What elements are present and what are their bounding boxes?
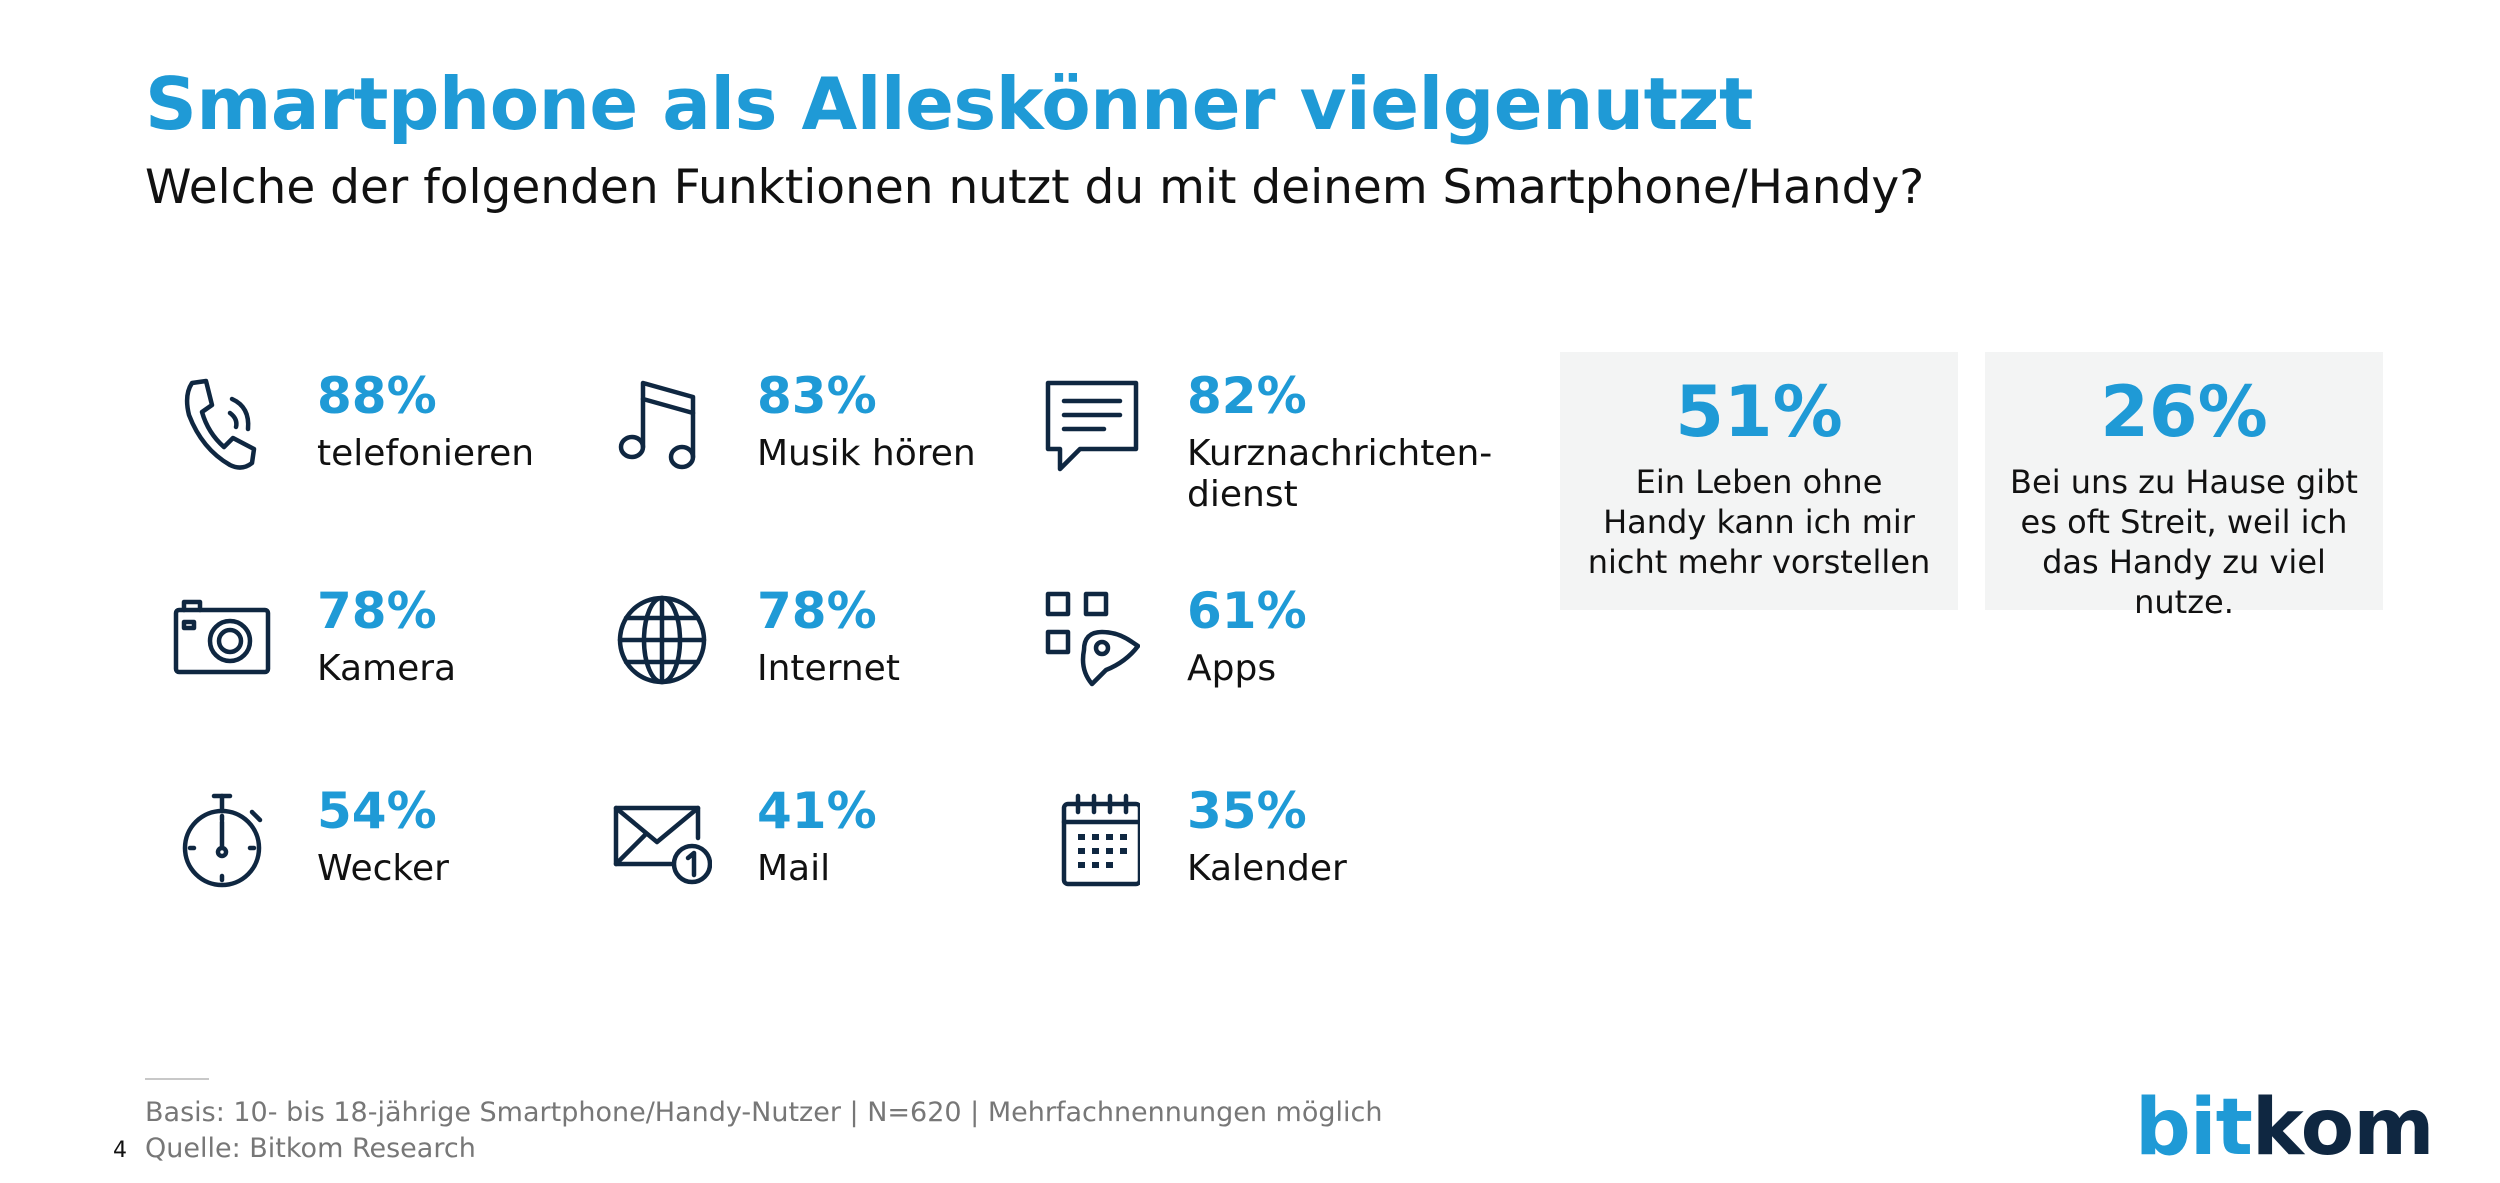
stopwatch-icon: [172, 790, 272, 890]
stat-label: Internet: [757, 648, 900, 689]
stat-value: 82%: [1187, 367, 1307, 425]
stat-telefonieren: 88% telefonieren: [172, 369, 612, 545]
highlight-value: 26%: [2100, 371, 2268, 453]
mail-icon: [612, 790, 712, 890]
stat-label: Wecker: [317, 848, 449, 889]
stat-value: 78%: [317, 582, 437, 640]
stat-musik: 83% Musik hören: [612, 369, 1052, 545]
calendar-icon: [1040, 790, 1140, 890]
stat-label: telefonieren: [317, 433, 535, 474]
stat-kamera: 78% Kamera: [172, 584, 612, 760]
stat-value: 41%: [757, 782, 877, 840]
stat-kurznachrichten: 82% Kurznachrichten-dienst: [1040, 369, 1492, 545]
highlight-value: 51%: [1675, 371, 1843, 453]
highlight-text: Bei uns zu Hause gibt es oft Streit, wei…: [2010, 463, 2358, 621]
stat-label: Kalender: [1187, 848, 1347, 889]
camera-icon: [172, 590, 272, 690]
stat-label: Kamera: [317, 648, 457, 689]
stat-mail: 41% Mail: [612, 784, 1052, 960]
page-subtitle: Welche der folgenden Funktionen nutzt du…: [145, 160, 1925, 215]
stat-label: Apps: [1187, 648, 1277, 689]
stat-internet: 78% Internet: [612, 584, 1052, 760]
footer-source: Quelle: Bitkom Research: [145, 1133, 476, 1164]
page-title: Smartphone als Alleskönner vielgenutzt: [145, 62, 1753, 146]
stat-label: Mail: [757, 848, 831, 889]
page-number: 4: [113, 1138, 127, 1163]
stat-apps: 61% Apps: [1040, 584, 1480, 760]
phone-icon: [172, 375, 272, 475]
highlight-text: Ein Leben ohne Handy kann ich mir nicht …: [1587, 463, 1931, 581]
logo-part-bit: bit: [2135, 1083, 2253, 1173]
stat-wecker: 54% Wecker: [172, 784, 612, 960]
stat-kalender: 35% Kalender: [1040, 784, 1480, 960]
logo-part-kom: kom: [2251, 1083, 2435, 1173]
stat-value: 83%: [757, 367, 877, 425]
globe-icon: [612, 590, 712, 690]
stat-label-text: Kurznachrichten-dienst: [1187, 433, 1493, 516]
footer-divider: [145, 1078, 209, 1080]
footer-basis: Basis: 10- bis 18-jährige Smartphone/Han…: [145, 1097, 1383, 1128]
apps-touch-icon: [1040, 590, 1140, 690]
highlight-box-streit: 26% Bei uns zu Hause gibt es oft Streit,…: [1985, 352, 2383, 621]
stat-value: 78%: [757, 582, 877, 640]
stat-label: Musik hören: [757, 433, 976, 474]
music-note-icon: [612, 375, 712, 475]
stat-value: 54%: [317, 782, 437, 840]
stat-value: 88%: [317, 367, 437, 425]
highlight-box-leben-ohne-handy: 51% Ein Leben ohne Handy kann ich mir ni…: [1560, 352, 1958, 610]
stat-value: 61%: [1187, 582, 1307, 640]
stat-label: Kurznachrichten-dienst: [1187, 433, 1497, 516]
bitkom-logo: bitkom: [2135, 1083, 2434, 1173]
chat-bubble-icon: [1040, 375, 1140, 475]
stat-value: 35%: [1187, 782, 1307, 840]
